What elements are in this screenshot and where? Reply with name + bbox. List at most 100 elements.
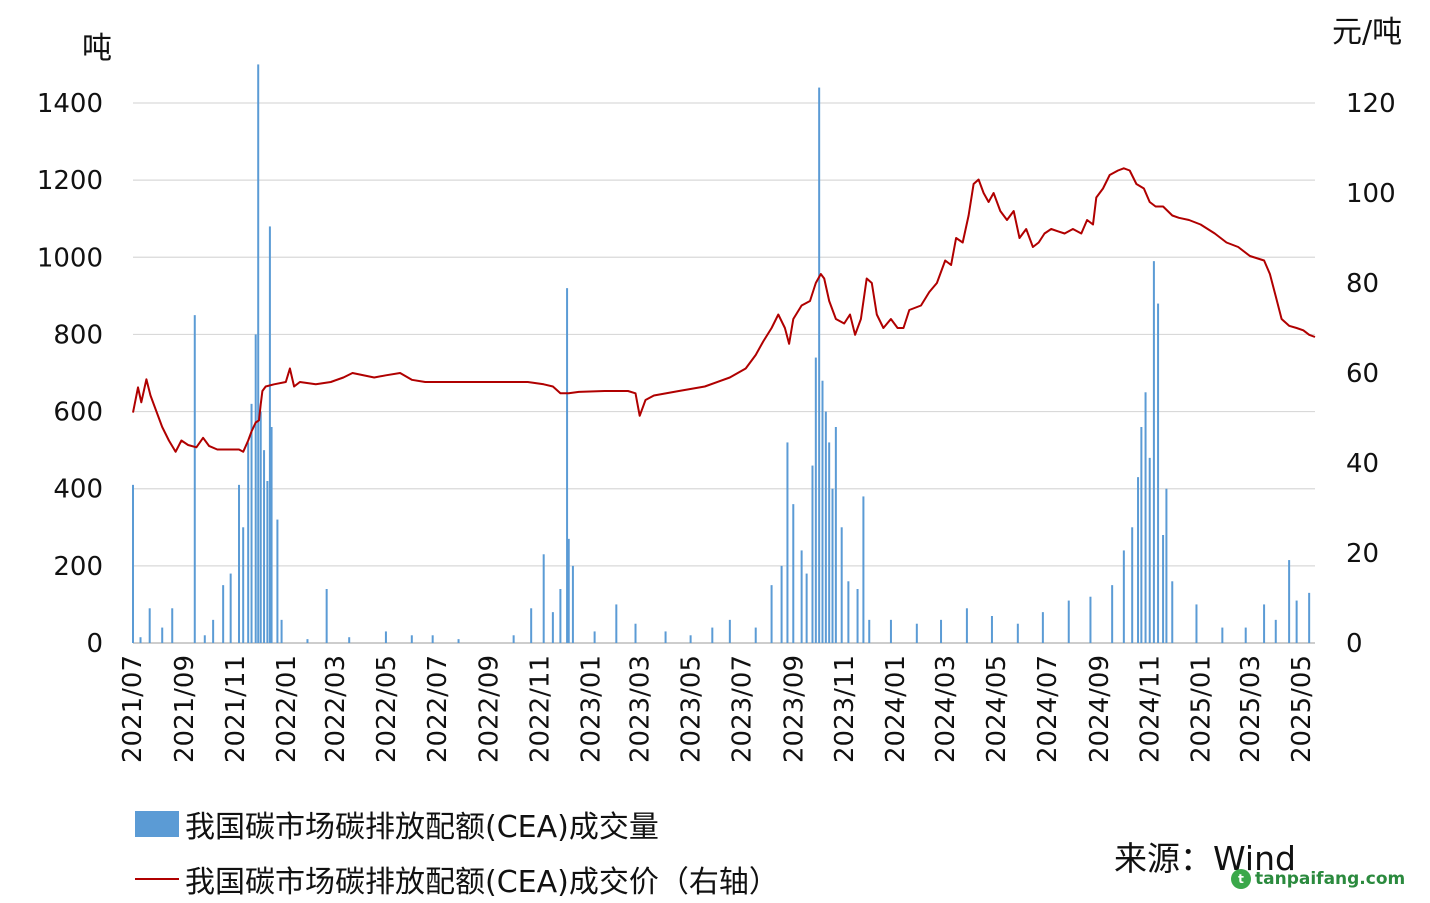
volume-bar — [990, 616, 993, 643]
volume-bar — [1244, 627, 1247, 643]
left-tick-label: 800 — [53, 320, 103, 350]
legend-volume-label: 我国碳市场碳排放配额(CEA)成交量 — [185, 810, 659, 845]
x-tick-label: 2022/07 — [423, 655, 453, 763]
right-tick-label: 20 — [1346, 539, 1379, 569]
volume-bar — [786, 442, 789, 643]
left-axis-ticks: 0 200 400 600 800 1000 1200 1400 — [37, 89, 103, 659]
volume-bar — [940, 619, 943, 643]
volume-bar — [889, 619, 892, 643]
volume-bar — [1171, 581, 1174, 643]
x-tick-label: 2024/01 — [881, 655, 911, 763]
volume-bar — [1152, 261, 1155, 643]
volume-bar — [1140, 427, 1143, 643]
volume-bar — [634, 623, 637, 643]
left-axis-unit: 吨 — [82, 31, 112, 66]
volume-bar — [1288, 560, 1291, 643]
x-tick-label: 2025/05 — [1287, 655, 1317, 763]
volume-bar — [551, 612, 554, 643]
volume-bar — [571, 565, 574, 643]
volume-bar — [247, 442, 250, 643]
right-tick-label: 60 — [1346, 359, 1379, 389]
volume-bar — [828, 442, 831, 643]
x-tick-label: 2022/03 — [321, 655, 351, 763]
volume-bar — [512, 635, 515, 643]
left-tick-label: 1400 — [37, 89, 103, 119]
volume-bar — [1195, 604, 1198, 643]
x-tick-label: 2021/07 — [118, 655, 148, 763]
x-tick-label: 2023/05 — [677, 655, 707, 763]
leaf-icon: t — [1231, 869, 1251, 889]
volume-bar — [1221, 627, 1224, 643]
volume-bar — [567, 538, 570, 643]
volume-bar — [566, 288, 569, 643]
volume-bar — [148, 608, 151, 643]
volume-bar — [559, 589, 562, 643]
volume-bar — [1144, 392, 1147, 643]
volume-bar — [1131, 527, 1134, 643]
right-axis-unit: 元/吨 — [1332, 15, 1402, 50]
volume-bar — [530, 608, 533, 643]
x-tick-label: 2024/09 — [1085, 655, 1115, 763]
volume-bars — [132, 64, 1311, 644]
x-tick-label: 2022/05 — [372, 655, 402, 763]
volume-bar — [139, 637, 142, 643]
price-line-group — [132, 167, 1316, 453]
x-tick-label: 2023/03 — [626, 655, 656, 763]
volume-bar — [268, 226, 271, 643]
volume-bar — [457, 639, 460, 643]
volume-bar — [276, 519, 279, 643]
x-tick-label: 2023/11 — [830, 655, 860, 763]
volume-bar — [348, 637, 351, 643]
volume-bar — [257, 64, 260, 643]
x-tick-label: 2023/07 — [728, 655, 758, 763]
volume-bar — [1111, 585, 1114, 643]
volume-bar — [847, 581, 850, 643]
volume-bar — [270, 427, 273, 643]
volume-bar — [805, 573, 808, 643]
volume-bar — [818, 87, 821, 644]
volume-bar — [161, 627, 164, 643]
volume-bar — [1308, 592, 1311, 643]
volume-bar — [868, 619, 871, 643]
volume-bar — [254, 334, 257, 643]
volume-bar — [814, 357, 817, 643]
volume-bar — [212, 619, 215, 643]
volume-bar — [193, 315, 196, 643]
volume-bar — [229, 573, 232, 643]
price-line — [132, 167, 1316, 453]
volume-bar — [1157, 303, 1160, 643]
right-tick-label: 100 — [1346, 179, 1396, 209]
x-tick-label: 2021/11 — [221, 655, 251, 763]
x-tick-label: 2025/01 — [1187, 655, 1217, 763]
volume-bar — [1295, 600, 1298, 643]
grid-lines — [133, 102, 1315, 644]
volume-bar — [1089, 596, 1092, 643]
volume-bar — [664, 631, 667, 643]
watermark: t tanpaifang.com — [1231, 869, 1405, 889]
volume-bar — [171, 608, 174, 643]
volume-bar — [915, 623, 918, 643]
volume-bar — [770, 585, 773, 643]
volume-bar — [615, 604, 618, 643]
source-note: 来源：Wind — [1114, 839, 1296, 878]
volume-bar — [965, 608, 968, 643]
x-tick-label: 2022/11 — [526, 655, 556, 763]
right-axis-ticks: 0 20 40 60 80 100 120 — [1346, 89, 1396, 659]
volume-bar — [831, 488, 834, 643]
volume-bar — [834, 427, 837, 643]
volume-bar — [1067, 600, 1070, 643]
legend-volume: 我国碳市场碳排放配额(CEA)成交量 — [135, 802, 659, 846]
volume-bar — [1263, 604, 1266, 643]
volume-bar — [754, 627, 757, 643]
volume-bar — [800, 550, 803, 643]
volume-bar — [1137, 477, 1140, 643]
volume-bar — [1162, 535, 1165, 643]
volume-bar — [325, 589, 328, 643]
x-tick-label: 2024/05 — [982, 655, 1012, 763]
volume-bar — [856, 589, 859, 643]
left-tick-label: 1000 — [37, 243, 103, 273]
x-tick-label: 2023/01 — [576, 655, 606, 763]
volume-bar — [431, 635, 434, 643]
left-tick-label: 1200 — [37, 166, 103, 196]
x-tick-label: 2024/03 — [931, 655, 961, 763]
